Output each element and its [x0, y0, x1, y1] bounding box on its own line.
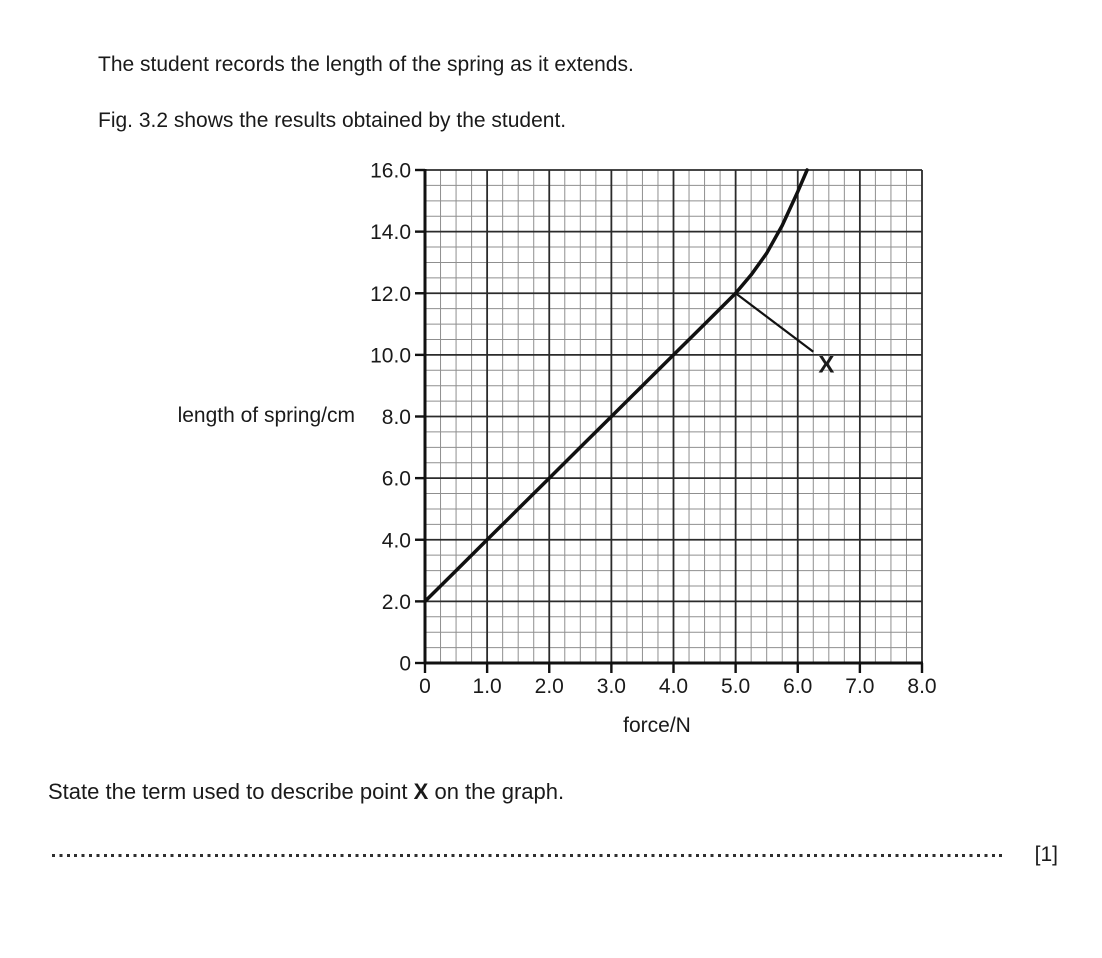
answer-dotted-line — [52, 854, 1004, 857]
y-tick-label: 16.0 — [370, 160, 411, 183]
y-tick-label: 6.0 — [382, 468, 411, 491]
point-x-label: X — [818, 352, 834, 379]
question-text: State the term used to describe point X … — [48, 778, 564, 805]
x-tick-label: 0 — [419, 675, 431, 698]
x-tick-label: 3.0 — [597, 675, 626, 698]
x-tick-label: 4.0 — [659, 675, 688, 698]
y-tick-label: 12.0 — [370, 283, 411, 306]
question-prefix: State the term used to describe point — [48, 779, 414, 804]
y-tick-label: 14.0 — [370, 221, 411, 244]
grid-major-lines — [425, 169, 923, 663]
x-tick-label: 7.0 — [845, 675, 874, 698]
x-axis-title: force/N — [623, 714, 691, 737]
point-x-annotation: X — [734, 292, 834, 379]
y-tick-labels: 0 2.0 4.0 6.0 8.0 10.0 12.0 14.0 16.0 — [370, 160, 411, 676]
x-tick-labels: 0 1.0 2.0 3.0 4.0 5.0 6.0 7.0 8.0 — [419, 675, 936, 698]
intro-line-2: Fig. 3.2 shows the results obtained by t… — [98, 109, 567, 132]
x-tick-label: 2.0 — [535, 675, 564, 698]
fig-3-2-spring-graph: 0 1.0 2.0 3.0 4.0 5.0 6.0 7.0 8.0 0 2.0 4.0 6.0 8.0 1… — [370, 160, 936, 699]
y-axis-title: length of spring/cm — [177, 404, 355, 427]
marks-label: [1] — [1034, 843, 1058, 866]
x-tick-label: 8.0 — [907, 675, 936, 698]
x-tick-label: 5.0 — [721, 675, 750, 698]
y-tick-label: 10.0 — [370, 344, 411, 367]
y-tick-label: 4.0 — [382, 529, 411, 552]
x-tick-label: 1.0 — [473, 675, 502, 698]
axis-ticks — [415, 168, 924, 673]
y-tick-label: 0 — [399, 653, 411, 676]
intro-line-1: The student records the length of the sp… — [98, 53, 634, 76]
x-tick-label: 6.0 — [783, 675, 812, 698]
data-curve — [423, 168, 809, 604]
question-point-x: X — [413, 779, 429, 804]
y-tick-label: 2.0 — [382, 591, 411, 614]
question-suffix: on the graph. — [428, 779, 565, 804]
y-tick-label: 8.0 — [382, 406, 411, 429]
point-x-leader-line — [734, 292, 814, 353]
